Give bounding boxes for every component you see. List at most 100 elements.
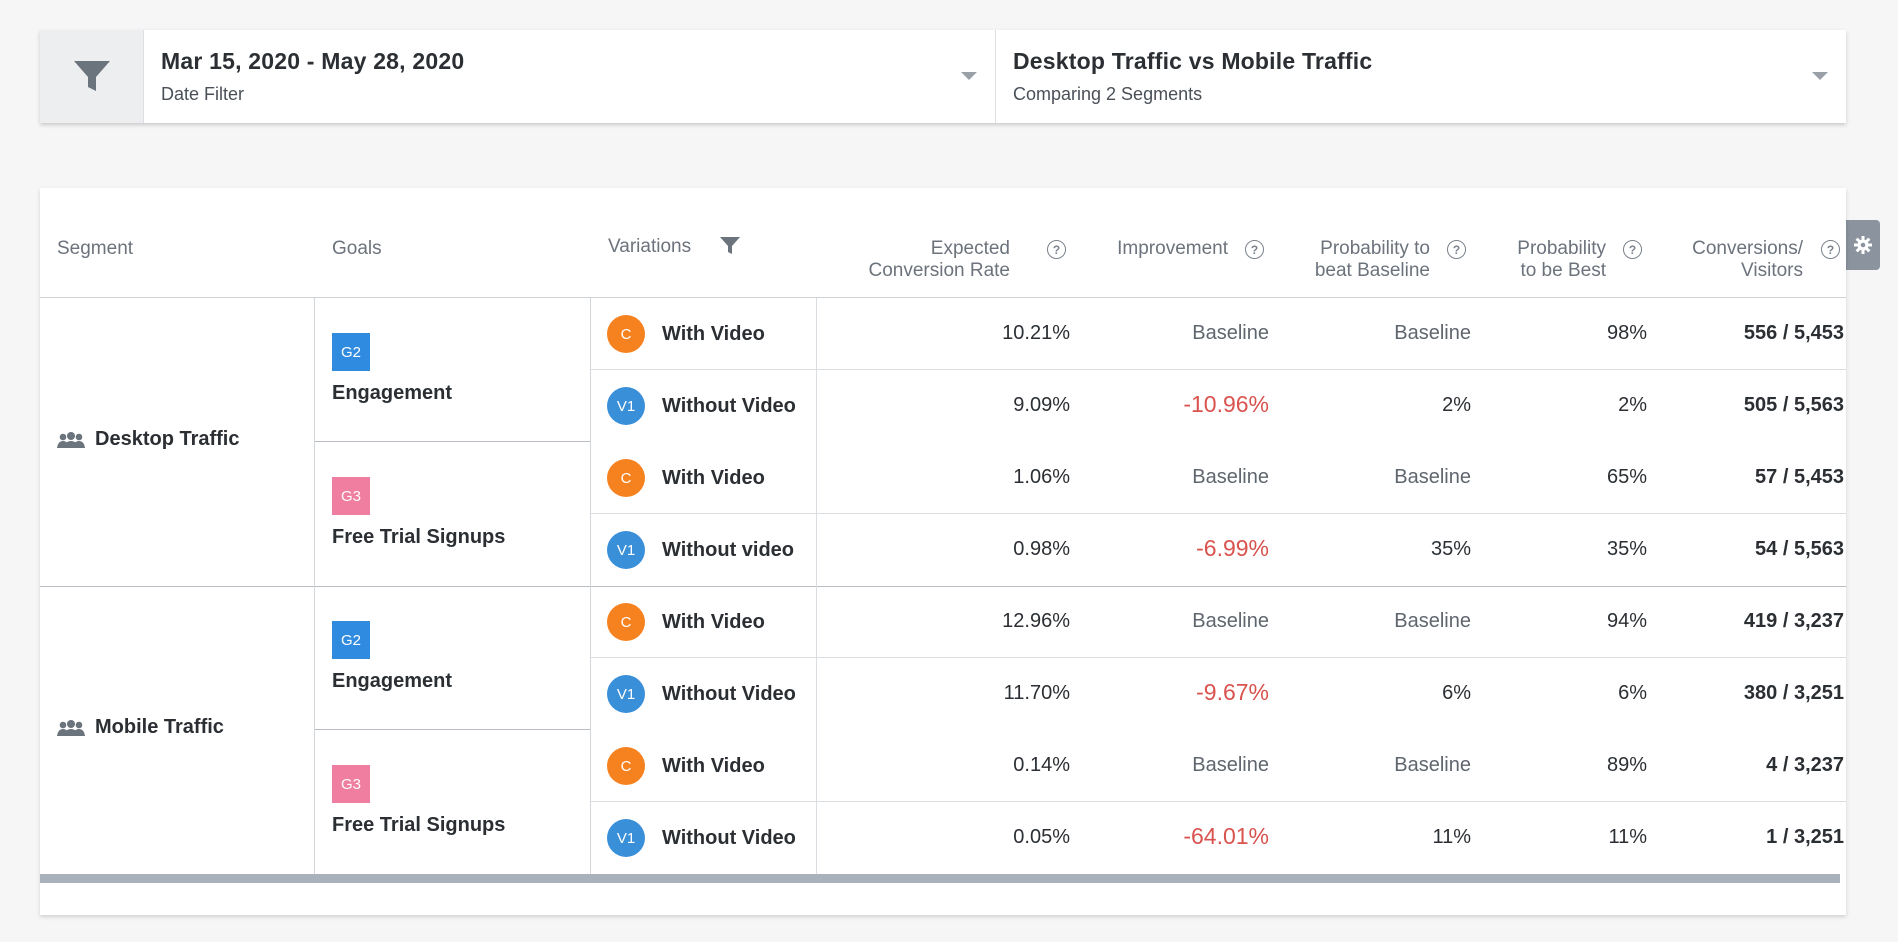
expected-conversion-rate: 0.14% [1013, 754, 1070, 776]
table-row[interactable]: V1 Without Video 11.70% -9.67% 6% 6% 380… [591, 658, 1846, 730]
improvement-value: Baseline [1192, 754, 1269, 776]
variation-cell: C With Video [591, 298, 817, 370]
improvement-value: -64.01% [1183, 823, 1269, 849]
variation-avatar: C [607, 747, 645, 785]
header-variations[interactable]: Variations [608, 236, 692, 257]
header-probability-beat-baseline[interactable]: Probability to beat Baseline [1315, 238, 1430, 282]
header-improvement[interactable]: Improvement [1117, 238, 1228, 259]
filter-funnel-icon [73, 60, 110, 91]
goal-badge: G2 [332, 621, 370, 659]
goal-badge: G3 [332, 477, 370, 515]
segment-name: Desktop Traffic [95, 428, 240, 450]
variation-name: With Video [662, 322, 765, 345]
chevron-down-icon [961, 72, 977, 80]
date-filter-dropdown[interactable]: Mar 15, 2020 - May 28, 2020 Date Filter [144, 30, 996, 123]
help-icon[interactable]: ? [1623, 240, 1642, 259]
help-icon[interactable]: ? [1245, 240, 1264, 259]
variation-cell: V1 Without video [591, 514, 817, 586]
conversions-visitors: 4 / 3,237 [1766, 754, 1844, 776]
prob-to-be-best: 89% [1606, 754, 1647, 776]
variation-avatar: V1 [607, 675, 645, 713]
header-probability-to-be-best[interactable]: Probability to be Best [1517, 238, 1606, 282]
prob-to-be-best: 65% [1606, 466, 1647, 488]
improvement-value: Baseline [1192, 322, 1269, 344]
improvement-value: -9.67% [1196, 679, 1269, 705]
variation-name: With Video [662, 610, 765, 633]
segment-comparison-value: Desktop Traffic vs Mobile Traffic [1013, 48, 1373, 74]
segment-comparison-label: Comparing 2 Segments [1013, 84, 1203, 104]
prob-to-be-best: 6% [1618, 682, 1647, 704]
improvement-value: Baseline [1192, 466, 1269, 488]
header-segment[interactable]: Segment [57, 238, 134, 259]
prob-beat-baseline: Baseline [1394, 754, 1471, 776]
variation-name: Without Video [662, 826, 796, 849]
segment-divider [40, 586, 1846, 587]
prob-to-be-best: 94% [1606, 610, 1647, 632]
conversions-visitors: 556 / 5,453 [1743, 322, 1844, 344]
variation-avatar: V1 [607, 387, 645, 425]
header-ecr-line1: Expected [930, 238, 1010, 259]
variation-name: Without Video [662, 394, 796, 417]
table-row[interactable]: V1 Without Video 0.05% -64.01% 11% 11% 1… [591, 802, 1846, 874]
variation-avatar: C [607, 459, 645, 497]
segment-label: Desktop Traffic [57, 428, 239, 451]
conversions-visitors: 419 / 3,237 [1743, 610, 1844, 632]
help-icon[interactable]: ? [1047, 240, 1066, 259]
header-conversions-visitors[interactable]: Conversions/ Visitors [1692, 238, 1803, 282]
prob-to-be-best: 98% [1606, 322, 1647, 344]
table-row[interactable]: C With Video 12.96% Baseline Baseline 94… [591, 586, 1846, 658]
variation-cell: C With Video [591, 730, 817, 802]
variation-name: With Video [662, 466, 765, 489]
conversions-visitors: 380 / 3,251 [1743, 682, 1844, 704]
filter-bar: Mar 15, 2020 - May 28, 2020 Date Filter … [40, 30, 1846, 123]
expected-conversion-rate: 9.09% [1013, 394, 1070, 416]
segment-cell: Desktop Traffic [40, 298, 315, 586]
goal-cell: G3 Free Trial Signups [315, 730, 591, 874]
goal-cell: G3 Free Trial Signups [315, 442, 591, 586]
goal-cell: G2 Engagement [315, 298, 591, 442]
variation-avatar: C [607, 603, 645, 641]
segment-comparison-dropdown[interactable]: Desktop Traffic vs Mobile Traffic Compar… [996, 30, 1846, 123]
header-cv-line2: Visitors [1741, 260, 1803, 281]
variation-name: Without Video [662, 682, 796, 705]
conversions-visitors: 505 / 5,563 [1743, 394, 1844, 416]
prob-beat-baseline: 11% [1432, 826, 1471, 848]
variation-name: With Video [662, 754, 765, 777]
header-expected-conversion-rate[interactable]: Expected Conversion Rate [868, 238, 1010, 282]
table-row[interactable]: C With Video 0.14% Baseline Baseline 89%… [591, 730, 1846, 802]
table-settings-button[interactable] [1846, 220, 1880, 270]
table-row[interactable]: V1 Without Video 9.09% -10.96% 2% 2% 505… [591, 370, 1846, 442]
segment-name: Mobile Traffic [95, 716, 224, 738]
variation-cell: V1 Without Video [591, 370, 817, 442]
help-icon[interactable]: ? [1821, 240, 1840, 259]
expected-conversion-rate: 11.70% [1003, 682, 1070, 704]
table-row[interactable]: C With Video 1.06% Baseline Baseline 65%… [591, 442, 1846, 514]
table-row[interactable]: V1 Without video 0.98% -6.99% 35% 35% 54… [591, 514, 1846, 586]
results-table: Segment Goals Variations Expected Conver… [40, 188, 1846, 915]
header-cv-line1: Conversions/ [1692, 238, 1803, 259]
prob-to-be-best: 11% [1608, 826, 1647, 848]
variation-avatar: C [607, 315, 645, 353]
variation-cell: V1 Without Video [591, 802, 817, 874]
header-pbb-line1: Probability to [1320, 238, 1430, 259]
goal-name: Free Trial Signups [332, 526, 506, 548]
filter-funnel-icon[interactable] [719, 236, 741, 256]
filter-toggle-button[interactable] [40, 30, 144, 123]
table-row[interactable]: C With Video 10.21% Baseline Baseline 98… [591, 298, 1846, 370]
help-icon[interactable]: ? [1447, 240, 1466, 259]
conversions-visitors: 1 / 3,251 [1766, 826, 1844, 848]
goal-badge: G3 [332, 765, 370, 803]
header-ecr-line2: Conversion Rate [868, 260, 1010, 281]
variation-cell: V1 Without Video [591, 658, 817, 730]
goal-name: Engagement [332, 670, 453, 692]
segment-label: Mobile Traffic [57, 716, 224, 739]
horizontal-scrollbar[interactable] [40, 874, 1840, 883]
expected-conversion-rate: 12.96% [1002, 610, 1070, 632]
goal-badge: G2 [332, 333, 370, 371]
prob-beat-baseline: Baseline [1394, 610, 1471, 632]
expected-conversion-rate: 0.05% [1013, 826, 1070, 848]
header-goals[interactable]: Goals [332, 238, 382, 259]
date-filter-label: Date Filter [161, 84, 245, 104]
variation-avatar: V1 [607, 531, 645, 569]
variation-cell: C With Video [591, 442, 817, 514]
